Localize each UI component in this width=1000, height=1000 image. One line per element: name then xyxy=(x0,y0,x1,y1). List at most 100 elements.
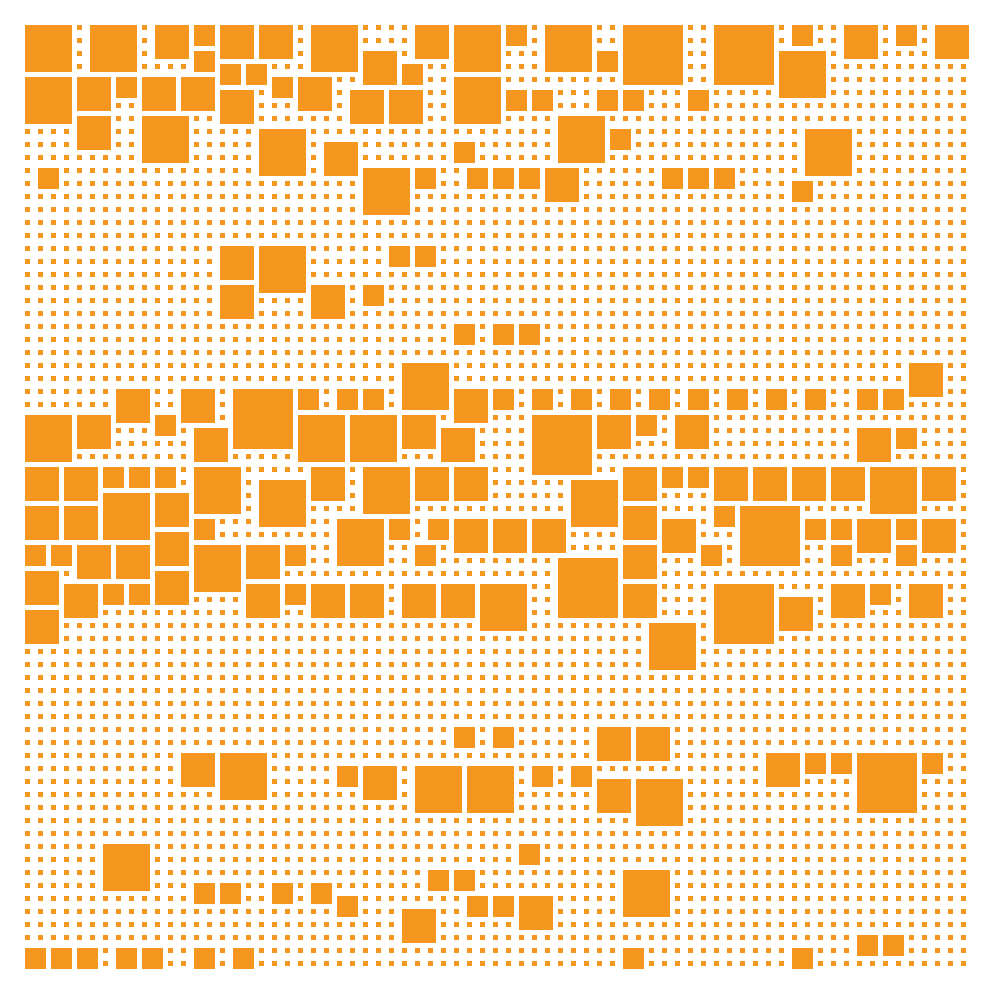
mosaic-dot xyxy=(636,857,641,862)
mosaic-dot xyxy=(389,857,394,862)
mosaic-dot xyxy=(831,376,836,381)
mosaic-dot xyxy=(64,766,69,771)
mosaic-dot xyxy=(753,454,758,459)
mosaic-dot xyxy=(480,337,485,342)
mosaic-dot xyxy=(350,181,355,186)
mosaic-dot xyxy=(701,610,706,615)
mosaic-dot xyxy=(194,792,199,797)
mosaic-dot xyxy=(948,168,953,173)
mosaic-dot xyxy=(532,51,537,56)
mosaic-dot xyxy=(389,948,394,953)
mosaic-square-large xyxy=(675,415,709,449)
mosaic-dot xyxy=(90,168,95,173)
mosaic-dot xyxy=(714,389,719,394)
mosaic-square-large xyxy=(922,467,956,501)
mosaic-dot xyxy=(701,831,706,836)
mosaic-dot xyxy=(311,649,316,654)
mosaic-dot xyxy=(116,662,121,667)
mosaic-dot xyxy=(675,896,680,901)
mosaic-square-large xyxy=(662,467,683,488)
mosaic-dot xyxy=(259,467,264,472)
mosaic-dot xyxy=(675,116,680,121)
mosaic-dot xyxy=(311,701,316,706)
mosaic-dot xyxy=(38,324,43,329)
mosaic-dot xyxy=(25,818,30,823)
mosaic-dot xyxy=(818,350,823,355)
mosaic-dot xyxy=(350,675,355,680)
mosaic-dot xyxy=(532,584,537,589)
mosaic-dot xyxy=(883,896,888,901)
mosaic-square-large xyxy=(532,90,553,111)
mosaic-dot xyxy=(350,376,355,381)
mosaic-square-large xyxy=(77,77,111,111)
mosaic-dot xyxy=(51,376,56,381)
mosaic-dot xyxy=(675,194,680,199)
mosaic-dot xyxy=(532,831,537,836)
mosaic-dot xyxy=(896,662,901,667)
mosaic-dot xyxy=(662,948,667,953)
mosaic-square-large xyxy=(714,168,735,189)
mosaic-dot xyxy=(220,220,225,225)
mosaic-dot xyxy=(168,779,173,784)
mosaic-dot xyxy=(857,857,862,862)
mosaic-dot xyxy=(792,649,797,654)
mosaic-dot xyxy=(493,506,498,511)
mosaic-dot xyxy=(597,467,602,472)
mosaic-dot xyxy=(857,649,862,654)
mosaic-dot xyxy=(116,779,121,784)
mosaic-dot xyxy=(428,272,433,277)
mosaic-dot xyxy=(935,285,940,290)
mosaic-dot xyxy=(272,467,277,472)
mosaic-dot xyxy=(922,662,927,667)
mosaic-dot xyxy=(727,324,732,329)
mosaic-dot xyxy=(701,909,706,914)
mosaic-dot xyxy=(272,740,277,745)
mosaic-dot xyxy=(753,701,758,706)
mosaic-dot xyxy=(181,298,186,303)
mosaic-dot xyxy=(519,558,524,563)
mosaic-dot xyxy=(610,25,615,30)
mosaic-dot xyxy=(766,935,771,940)
mosaic-dot xyxy=(441,116,446,121)
mosaic-dot xyxy=(363,961,368,966)
mosaic-dot xyxy=(350,883,355,888)
mosaic-dot xyxy=(961,428,966,433)
mosaic-dot xyxy=(77,805,82,810)
mosaic-dot xyxy=(207,623,212,628)
mosaic-dot xyxy=(311,831,316,836)
mosaic-dot xyxy=(662,454,667,459)
mosaic-dot xyxy=(766,155,771,160)
mosaic-dot xyxy=(740,259,745,264)
mosaic-dot xyxy=(25,649,30,654)
mosaic-dot xyxy=(766,415,771,420)
mosaic-dot xyxy=(584,623,589,628)
mosaic-dot xyxy=(519,51,524,56)
mosaic-dot xyxy=(818,688,823,693)
mosaic-dot xyxy=(558,493,563,498)
mosaic-dot xyxy=(831,506,836,511)
mosaic-dot xyxy=(792,246,797,251)
mosaic-dot xyxy=(844,896,849,901)
mosaic-dot xyxy=(623,350,628,355)
mosaic-dot xyxy=(311,571,316,576)
mosaic-dot xyxy=(805,662,810,667)
mosaic-dot xyxy=(298,181,303,186)
mosaic-dot xyxy=(519,454,524,459)
mosaic-dot xyxy=(233,142,238,147)
mosaic-dot xyxy=(480,194,485,199)
mosaic-dot xyxy=(298,51,303,56)
mosaic-dot xyxy=(38,883,43,888)
mosaic-dot xyxy=(298,857,303,862)
mosaic-dot xyxy=(727,948,732,953)
mosaic-dot xyxy=(714,662,719,667)
mosaic-dot xyxy=(402,25,407,30)
mosaic-dot xyxy=(389,233,394,238)
mosaic-dot xyxy=(857,285,862,290)
mosaic-dot xyxy=(857,311,862,316)
mosaic-dot xyxy=(948,831,953,836)
mosaic-dot xyxy=(610,948,615,953)
mosaic-dot xyxy=(220,532,225,537)
mosaic-dot xyxy=(428,194,433,199)
mosaic-dot xyxy=(649,350,654,355)
mosaic-dot xyxy=(831,337,836,342)
